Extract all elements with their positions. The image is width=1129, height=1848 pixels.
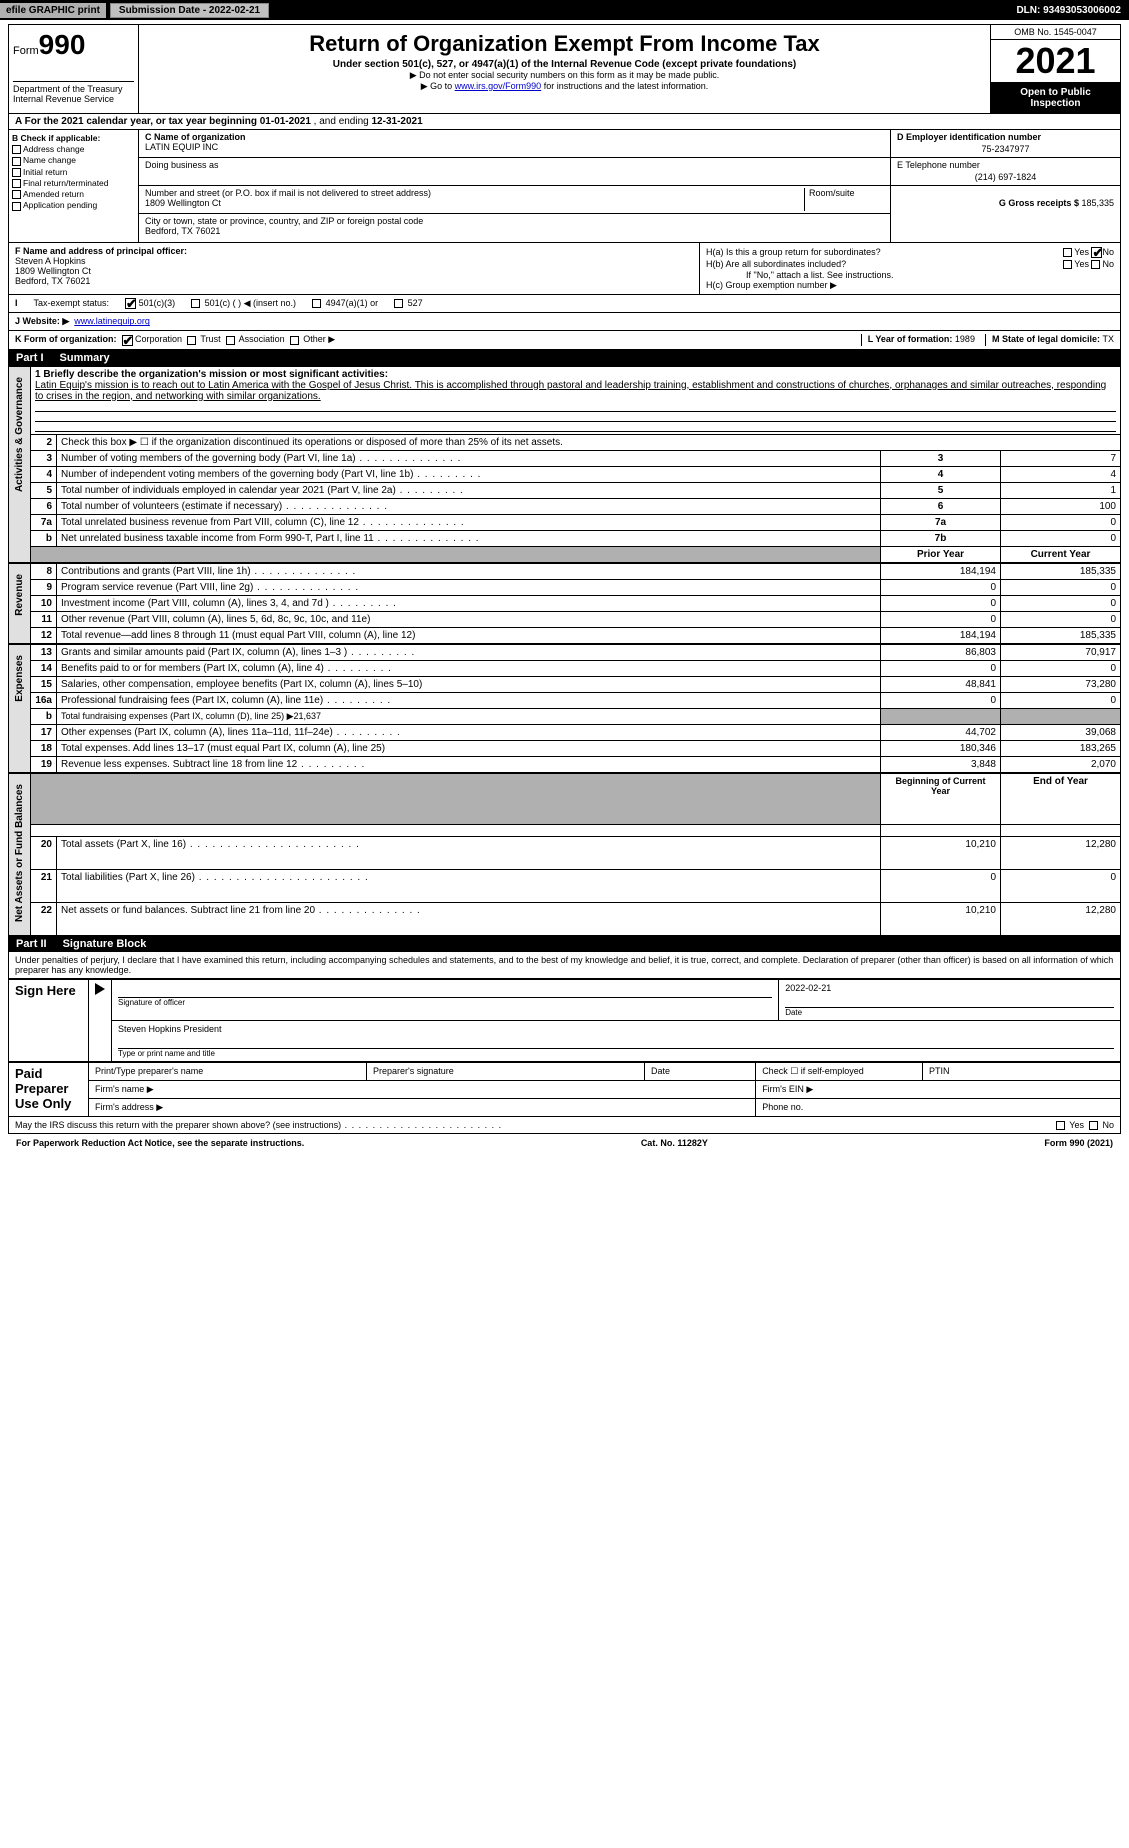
subtitle-2: ▶ Do not enter social security numbers o…: [143, 70, 986, 81]
tel-row: E Telephone number (214) 697-1824: [891, 158, 1120, 186]
dba-row: Doing business as: [139, 158, 890, 186]
dept-treasury: Department of the Treasury Internal Reve…: [13, 81, 134, 104]
part1-header: Part I Summary: [8, 350, 1121, 366]
tab-net-assets: Net Assets or Fund Balances: [9, 773, 31, 935]
open-to-public: Open to Public Inspection: [991, 83, 1120, 113]
form-header: Form990 Department of the Treasury Inter…: [8, 24, 1121, 114]
tax-exempt-status: ITax-exempt status: 501(c)(3) 501(c) ( )…: [8, 295, 1121, 313]
tab-expenses: Expenses: [9, 644, 31, 772]
chk-address-change[interactable]: Address change: [12, 144, 135, 154]
submission-date-btn[interactable]: Submission Date - 2022-02-21: [110, 3, 269, 18]
principal-officer: F Name and address of principal officer:…: [9, 243, 700, 294]
summary-table: Activities & Governance 1 Briefly descri…: [8, 366, 1121, 563]
tax-year: 2021: [991, 40, 1120, 83]
city-row: City or town, state or province, country…: [139, 214, 890, 242]
website-row: J Website: ▶ www.latinequip.org: [8, 313, 1121, 331]
omb-number: OMB No. 1545-0047: [991, 25, 1120, 40]
col-b-checkboxes: B Check if applicable: Address change Na…: [9, 130, 139, 242]
chk-name-change[interactable]: Name change: [12, 155, 135, 165]
street-row: Number and street (or P.O. box if mail i…: [139, 186, 890, 214]
gross-row: G Gross receipts $ 185,335: [891, 186, 1120, 214]
subtitle-1: Under section 501(c), 527, or 4947(a)(1)…: [143, 59, 986, 70]
website-link[interactable]: www.latinequip.org: [74, 316, 150, 327]
part2-header: Part II Signature Block: [8, 936, 1121, 952]
expenses-table: Expenses 13Grants and similar amounts pa…: [8, 644, 1121, 773]
sig-intro: Under penalties of perjury, I declare th…: [8, 952, 1121, 979]
efile-label: efile GRAPHIC print: [0, 3, 106, 18]
chk-amended[interactable]: Amended return: [12, 189, 135, 199]
arrow-icon: [89, 979, 112, 1061]
efile-topbar: efile GRAPHIC print Submission Date - 20…: [0, 0, 1129, 20]
chk-final-return[interactable]: Final return/terminated: [12, 178, 135, 188]
chk-initial-return[interactable]: Initial return: [12, 167, 135, 177]
sign-here-table: Sign Here Signature of officer 2022-02-2…: [8, 979, 1121, 1062]
group-return: H(a) Is this a group return for subordin…: [700, 243, 1120, 294]
tab-revenue: Revenue: [9, 563, 31, 643]
form-number: Form990: [13, 29, 134, 61]
row-a-tax-year: A For the 2021 calendar year, or tax yea…: [8, 114, 1121, 130]
irs-link[interactable]: www.irs.gov/Form990: [455, 81, 542, 91]
form-of-org-row: K Form of organization: Corporation Trus…: [8, 331, 1121, 349]
form-title: Return of Organization Exempt From Incom…: [143, 31, 986, 57]
revenue-table: Revenue 8Contributions and grants (Part …: [8, 563, 1121, 644]
net-assets-table: Net Assets or Fund Balances Beginning of…: [8, 773, 1121, 936]
page-footer: For Paperwork Reduction Act Notice, see …: [8, 1134, 1121, 1152]
org-name-row: C Name of organization LATIN EQUIP INC: [139, 130, 890, 158]
ein-row: D Employer identification number 75-2347…: [891, 130, 1120, 158]
tab-governance: Activities & Governance: [9, 366, 31, 562]
subtitle-3: ▶ Go to www.irs.gov/Form990 for instruct…: [143, 81, 986, 92]
may-discuss-row: May the IRS discuss this return with the…: [8, 1117, 1121, 1134]
dln: DLN: 93493053006002: [1016, 5, 1129, 16]
paid-preparer-table: Paid Preparer Use Only Print/Type prepar…: [8, 1062, 1121, 1117]
chk-application-pending[interactable]: Application pending: [12, 200, 135, 210]
